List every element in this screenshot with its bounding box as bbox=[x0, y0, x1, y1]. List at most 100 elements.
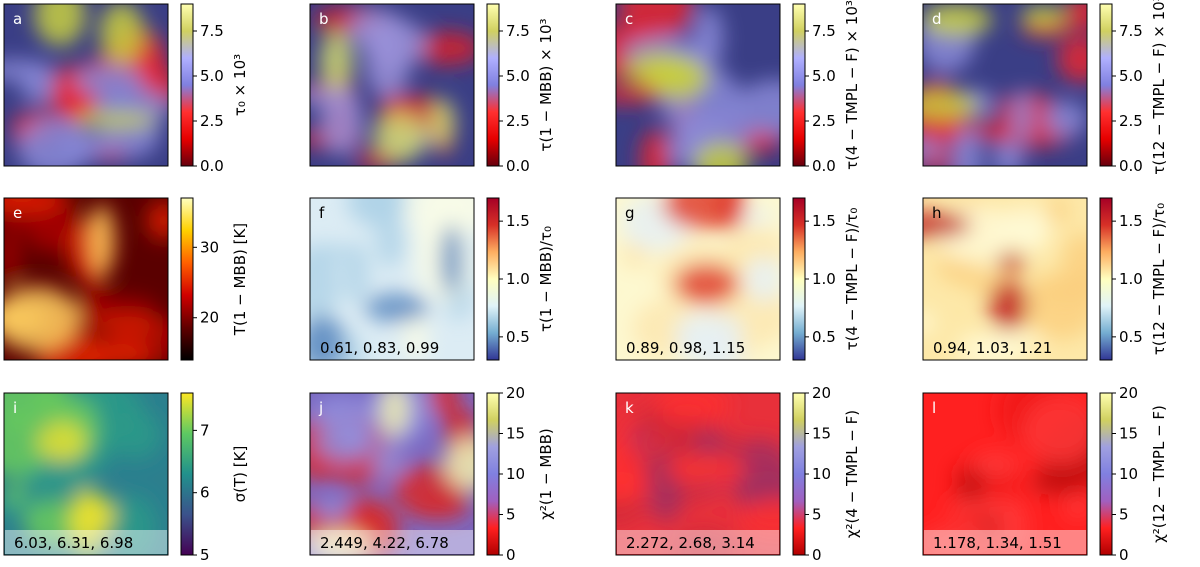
colorbar-g: 0.5 1.0 1.5 τ(4 − TMPL − F)/τ₀ bbox=[792, 197, 861, 361]
panel-letter-a: a bbox=[13, 10, 22, 28]
heatmap-region-j bbox=[371, 440, 404, 479]
panel-i: i 6.03, 6.31, 6.98 5 6 7 σ(T) [K] bbox=[3, 392, 249, 564]
panel-frame-e bbox=[3, 197, 169, 361]
heatmap-region-l bbox=[956, 465, 987, 510]
colorbar-tick-label-c: 5.0 bbox=[812, 67, 836, 85]
colorbar-label-c: τ(4 − TMPL − F) × 10³ bbox=[843, 0, 861, 170]
panel-l: l 1.178, 1.34, 1.51 0 5 10 15 20 χ²(12 − TMPL −… bbox=[922, 384, 1168, 564]
heatmap-region-c bbox=[693, 141, 749, 166]
heatmap-region-b bbox=[428, 98, 456, 148]
panel-frame-k bbox=[615, 392, 781, 556]
heatmap-region-j bbox=[406, 499, 470, 520]
panel-frame-h bbox=[922, 197, 1088, 361]
colorbar-tick-label-g: 0.5 bbox=[812, 328, 836, 346]
colorbar-label-a: τ₀ × 10³ bbox=[231, 54, 249, 116]
colorbar-tick-label-f: 1.5 bbox=[506, 212, 530, 230]
heatmap-region-l bbox=[1063, 495, 1087, 520]
heatmap-region-k bbox=[739, 497, 780, 538]
heatmap-region-k bbox=[616, 435, 644, 503]
heatmap-region-f bbox=[354, 198, 407, 222]
colorbar-gradient-k bbox=[792, 392, 806, 556]
panel-g: g 0.89, 0.98, 1.15 0.5 1.0 1.5 τ(4 − TMPL − F… bbox=[615, 197, 861, 361]
stats-box-i bbox=[5, 530, 167, 554]
heatmap-region-h bbox=[996, 205, 1051, 245]
heatmap-region-b bbox=[372, 110, 427, 163]
heatmap-region-g bbox=[714, 198, 746, 232]
colorbar-tick-label-g: 1.5 bbox=[812, 212, 836, 230]
colorbar-gradient-i bbox=[180, 392, 194, 556]
colorbar-h: 0.5 1.0 1.5 τ(12 − TMPL − F)/τ₀ bbox=[1099, 197, 1168, 361]
panel-letter-g: g bbox=[625, 204, 635, 222]
colorbar-d: 0.0 2.5 5.0 7.5 τ(12 − TMPL − F) × 10³ bbox=[1099, 0, 1168, 175]
heatmap-region-i bbox=[5, 482, 26, 506]
colorbar-f: 0.5 1.0 1.5 τ(1 − MBB)/τ₀ bbox=[486, 197, 555, 361]
colorbar-tick-label-k: 15 bbox=[812, 425, 831, 443]
stats-text-j: 2.449, 4.22, 6.78 bbox=[320, 534, 449, 552]
colorbar-tick-label-c: 7.5 bbox=[812, 22, 836, 40]
heatmap-region-j bbox=[429, 393, 460, 420]
panel-letter-c: c bbox=[625, 10, 633, 28]
heatmap-region-e bbox=[4, 222, 21, 286]
heatmap-region-c bbox=[733, 80, 780, 136]
heatmap-region-a bbox=[34, 4, 86, 47]
colorbar-tick-label-k: 5 bbox=[812, 506, 822, 524]
heatmap-region-g bbox=[676, 328, 730, 360]
colorbar-tick-label-l: 15 bbox=[1119, 425, 1138, 443]
colorbar-tick-label-h: 1.0 bbox=[1119, 270, 1143, 288]
colorbar-tick-label-j: 5 bbox=[506, 506, 516, 524]
colorbar-label-k: χ²(4 − TMPL − F) bbox=[843, 410, 861, 538]
heatmap-region-e bbox=[147, 200, 168, 241]
stats-text-i: 6.03, 6.31, 6.98 bbox=[14, 534, 133, 552]
colorbar-label-l: χ²(12 − TMPL − F) bbox=[1150, 405, 1168, 543]
colorbar-tick-label-a: 0.0 bbox=[200, 157, 224, 175]
heatmap-region-f bbox=[440, 224, 463, 295]
heatmap-region-j bbox=[310, 395, 374, 432]
colorbar-label-h: τ(12 − TMPL − F)/τ₀ bbox=[1150, 203, 1168, 355]
colorbar-tick-label-f: 1.0 bbox=[506, 270, 530, 288]
heatmap-region-k bbox=[670, 526, 738, 555]
colorbar-i: 5 6 7 σ(T) [K] bbox=[180, 392, 249, 564]
colorbar-gradient-l bbox=[1099, 392, 1113, 556]
panel-letter-l: l bbox=[932, 399, 936, 417]
heatmap-region-e bbox=[93, 315, 163, 334]
colorbar-tick-label-i: 7 bbox=[200, 421, 210, 439]
colorbar-label-e: T(1 − MBB) [K] bbox=[231, 223, 249, 336]
stats-box-j bbox=[311, 530, 473, 554]
heatmap-region-g bbox=[744, 256, 780, 302]
panel-frame-l bbox=[922, 392, 1088, 556]
colorbar-gradient-b bbox=[486, 3, 500, 167]
heatmap-region-d bbox=[1011, 89, 1033, 144]
stats-text-g: 0.89, 0.98, 1.15 bbox=[626, 339, 745, 357]
heatmap-region-i bbox=[36, 393, 73, 430]
heatmap-region-a bbox=[20, 66, 56, 104]
colorbar-tick-label-b: 0.0 bbox=[506, 157, 530, 175]
heatmap-region-i bbox=[69, 488, 106, 555]
stats-box-k bbox=[617, 530, 779, 554]
colorbar-label-j: χ²(1 − MBB) bbox=[537, 428, 555, 520]
colorbar-tick-label-k: 10 bbox=[812, 465, 831, 483]
colorbar-tick-label-l: 10 bbox=[1119, 465, 1138, 483]
heatmap-region-h bbox=[988, 279, 1029, 331]
heatmap-region-f bbox=[310, 314, 345, 360]
colorbar-k: 0 5 10 15 20 χ²(4 − TMPL − F) bbox=[792, 384, 861, 564]
heatmap-region-l bbox=[1030, 469, 1080, 496]
colorbar-tick-label-g: 1.0 bbox=[812, 270, 836, 288]
colorbar-tick-label-a: 7.5 bbox=[200, 22, 224, 40]
panel-f: f 0.61, 0.83, 0.99 0.5 1.0 1.5 τ(1 − MBB)/τ₀ bbox=[309, 197, 555, 361]
colorbar-gradient-c bbox=[792, 3, 806, 167]
colorbar-e: 20 30 T(1 − MBB) [K] bbox=[180, 197, 249, 361]
heatmap-region-a bbox=[74, 111, 158, 130]
heatmap-region-k bbox=[665, 453, 746, 486]
heatmap-region-d bbox=[1064, 4, 1087, 32]
panel-e: e 20 30 T(1 − MBB) [K] bbox=[3, 197, 249, 361]
heatmap-region-k bbox=[619, 416, 640, 434]
colorbar-tick-label-i: 6 bbox=[200, 484, 210, 502]
panel-k: k 2.272, 2.68, 3.14 0 5 10 15 20 χ²(4 − TMPL − … bbox=[615, 384, 861, 564]
stats-box-l bbox=[924, 530, 1086, 554]
panel-letter-f: f bbox=[319, 204, 325, 222]
heatmap-region-a bbox=[63, 134, 112, 161]
heatmap-region-d bbox=[993, 139, 1024, 166]
heatmap-region-l bbox=[923, 524, 1001, 555]
heatmap-region-f bbox=[310, 243, 353, 264]
